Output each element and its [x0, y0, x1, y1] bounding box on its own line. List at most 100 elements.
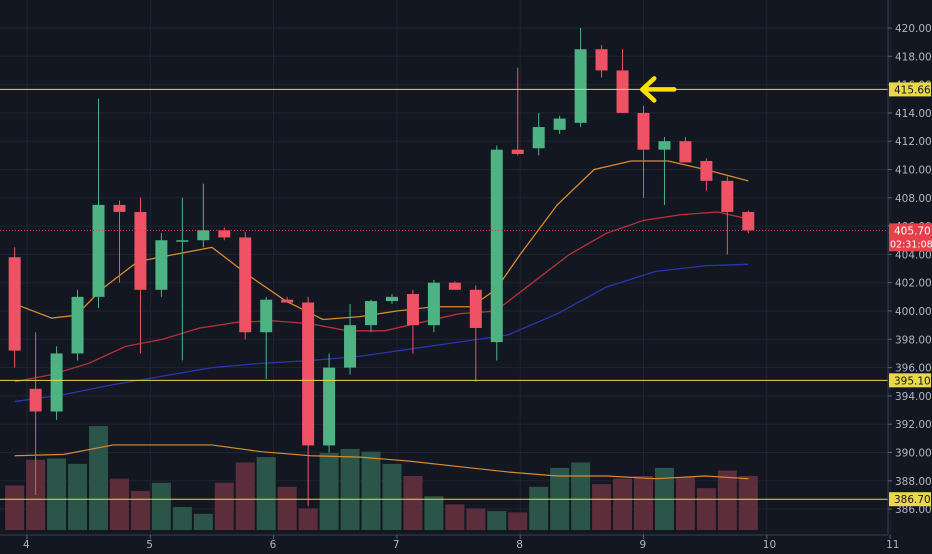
volume-bar	[445, 504, 465, 530]
volume-ma	[14, 444, 749, 480]
volume-bar	[634, 476, 653, 530]
candle-down[interactable]	[8, 247, 21, 368]
candle-body	[302, 302, 315, 446]
level-label: 415.66	[894, 84, 931, 96]
y-tick-label: 412.00	[895, 136, 932, 148]
candle-down[interactable]	[302, 296, 315, 507]
candle-body	[176, 240, 189, 242]
candle-up[interactable]	[197, 183, 210, 248]
candle-down[interactable]	[448, 281, 461, 290]
volume-bar	[466, 508, 486, 530]
candle-down[interactable]	[616, 49, 629, 113]
candle-up[interactable]	[50, 346, 63, 420]
candle-up[interactable]	[574, 28, 587, 128]
y-tick-label: 388.00	[895, 476, 932, 488]
candle-up[interactable]	[71, 289, 84, 361]
candle-body	[29, 388, 42, 412]
candle-up[interactable]	[532, 112, 545, 156]
candle-body	[532, 127, 545, 149]
y-tick-label: 410.00	[895, 165, 932, 177]
candle-down[interactable]	[134, 197, 147, 354]
candle-up[interactable]	[385, 294, 398, 304]
x-tick-label: 11	[886, 539, 899, 550]
level-label-box	[889, 82, 931, 97]
candle-up[interactable]	[176, 197, 189, 361]
candle-body	[385, 296, 398, 302]
volume-bar	[696, 488, 716, 530]
candle-up[interactable]	[427, 279, 440, 333]
volume-bar	[675, 477, 695, 530]
level-label-box	[889, 492, 931, 507]
candle-down[interactable]	[406, 289, 419, 354]
volume-bar	[68, 463, 88, 530]
candle-down[interactable]	[637, 105, 650, 198]
volume-bar	[613, 478, 633, 530]
y-tick-label: 398.00	[895, 334, 932, 346]
candle-body	[511, 149, 524, 154]
candle-down[interactable]	[239, 231, 252, 340]
grid	[0, 0, 891, 535]
volume-bar	[172, 507, 192, 530]
arrow-icon[interactable]	[640, 76, 677, 103]
y-tick-label: 420.00	[895, 23, 932, 35]
candle-body	[448, 282, 461, 290]
last-price-box	[889, 223, 932, 252]
candle-down[interactable]	[721, 176, 734, 255]
candle-up[interactable]	[260, 296, 273, 379]
candle-body	[155, 240, 168, 290]
candle-down[interactable]	[742, 210, 755, 234]
x-tick-label: 9	[640, 539, 647, 550]
candle-body	[323, 367, 336, 446]
candle-body	[92, 204, 105, 297]
candle-body	[553, 118, 566, 130]
candle-body	[71, 296, 84, 354]
candles[interactable]	[8, 28, 755, 507]
volume-bar	[214, 482, 234, 530]
candle-down[interactable]	[511, 67, 524, 156]
volume-bar	[738, 476, 758, 530]
candle-up[interactable]	[323, 353, 336, 453]
horizontal-levels[interactable]	[0, 88, 888, 500]
annotation-arrow[interactable]	[640, 76, 677, 103]
volume-bar	[487, 511, 507, 530]
volume-bars	[5, 426, 758, 530]
y-tick-label: 402.00	[895, 278, 932, 290]
candle-body	[281, 299, 294, 303]
candle-up[interactable]	[365, 299, 378, 333]
level-label: 386.70	[894, 494, 931, 506]
volume-bar	[424, 496, 444, 530]
candle-down[interactable]	[595, 44, 608, 78]
countdown-label: 02:31:08	[890, 239, 932, 250]
candle-down[interactable]	[469, 285, 482, 382]
volume-bar	[319, 453, 339, 530]
candle-body	[197, 230, 210, 241]
y-tick-label: 408.00	[895, 193, 932, 205]
candle-down[interactable]	[281, 296, 294, 303]
candle-body	[113, 204, 126, 212]
candle-up[interactable]	[490, 145, 503, 361]
candle-up[interactable]	[658, 136, 671, 205]
volume-bar	[151, 482, 171, 530]
candle-body	[218, 230, 231, 238]
candle-down[interactable]	[29, 332, 42, 495]
candle-down[interactable]	[218, 227, 231, 241]
candle-up[interactable]	[344, 303, 357, 375]
candle-body	[700, 161, 713, 181]
y-tick-label: 418.00	[895, 51, 932, 63]
candle-body	[679, 141, 692, 163]
volume-bar	[403, 476, 423, 530]
candle-down[interactable]	[700, 158, 713, 191]
volume-bar	[109, 478, 129, 530]
candle-body	[8, 257, 21, 351]
candle-up[interactable]	[155, 233, 168, 297]
candle-body	[134, 211, 147, 290]
candle-down[interactable]	[113, 200, 126, 283]
candle-up[interactable]	[553, 115, 566, 135]
candle-body	[742, 211, 755, 231]
volume-bar	[571, 462, 591, 530]
candle-down[interactable]	[679, 136, 692, 163]
candle-up[interactable]	[92, 98, 105, 309]
